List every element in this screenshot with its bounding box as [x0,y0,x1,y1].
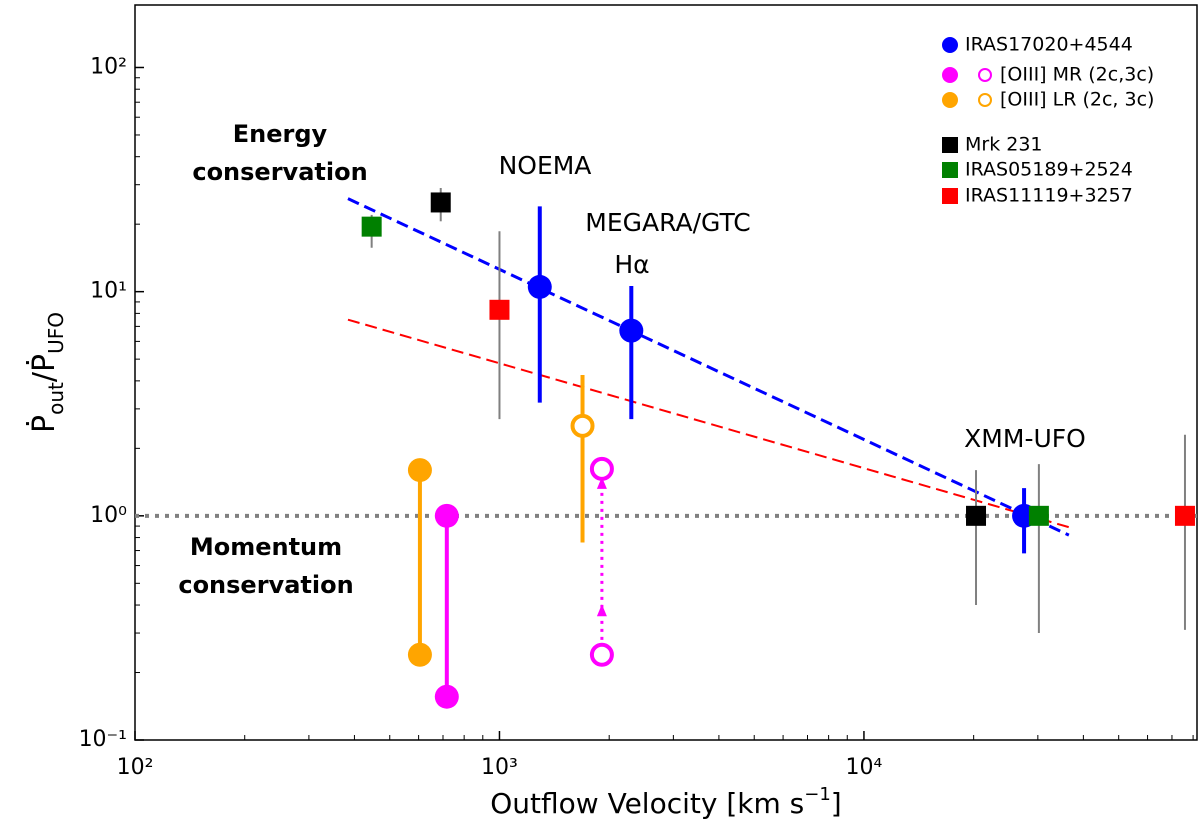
reference-line [347,197,1070,537]
plot-frame [134,4,1198,741]
marker [489,299,510,320]
annotation: NOEMA [499,151,592,180]
annotation: Hα [614,250,649,279]
y-axis-label-part: Ṗ [26,415,62,433]
legend-label: IRAS05189+2524 [965,159,1133,181]
x-axis-label: Outflow Velocity [km s−1] [490,784,841,821]
y-axis-label: Ṗout/ṖUFO [26,312,68,433]
marker [434,684,459,709]
x-axis-label-part: ] [831,787,842,820]
marker [1028,505,1049,526]
annotation: MEGARA/GTC [585,208,750,237]
y-tick-label: 10² [90,54,127,79]
arrow-head [596,476,607,489]
legend-marker [978,93,992,107]
annotation: Momentum [190,533,342,561]
legend-label: IRAS17020+4544 [965,34,1133,56]
annotation: conservation [192,158,367,186]
marker [430,192,451,213]
marker [966,505,987,526]
marker [361,216,382,237]
marker [407,642,432,667]
annotation: conservation [178,571,353,599]
x-tick-label: 10² [117,755,154,780]
legend-label: [OIII] LR (2c, 3c) [1000,89,1154,111]
legend-marker [942,37,958,53]
legend-marker [942,92,958,108]
arrow-head [596,604,607,617]
marker [619,318,644,343]
x-tick-label: 10⁴ [846,755,883,780]
y-axis-label-part: out [44,382,68,415]
legend-label: [OIII] MR (2c,3c) [1000,64,1154,86]
legend-marker [942,188,958,204]
marker [589,456,614,481]
x-tick-label: 10³ [481,755,518,780]
y-tick-label: 10¹ [90,279,127,304]
x-axis-label-part: Outflow Velocity [km s [490,787,804,820]
marker [570,413,595,438]
marker [1174,505,1195,526]
legend-marker [942,67,958,83]
legend-marker [942,137,958,153]
marker [434,503,459,528]
legend-label: IRAS11119+3257 [965,185,1133,207]
y-tick-label: 10⁻¹ [79,727,127,752]
marker [527,274,552,299]
legend-label: Mrk 231 [965,134,1043,156]
marker [407,458,432,483]
legend-marker [978,68,992,82]
y-axis-label-part: UFO [44,312,68,354]
annotation: XMM-UFO [964,424,1086,453]
x-axis-label-part: −1 [804,784,831,805]
marker [589,642,614,667]
legend-marker [942,162,958,178]
y-tick-label: 10⁰ [90,503,127,528]
reference-line [347,318,1070,529]
y-axis-label-part: /Ṗ [26,354,62,382]
annotation: Energy [233,120,328,148]
